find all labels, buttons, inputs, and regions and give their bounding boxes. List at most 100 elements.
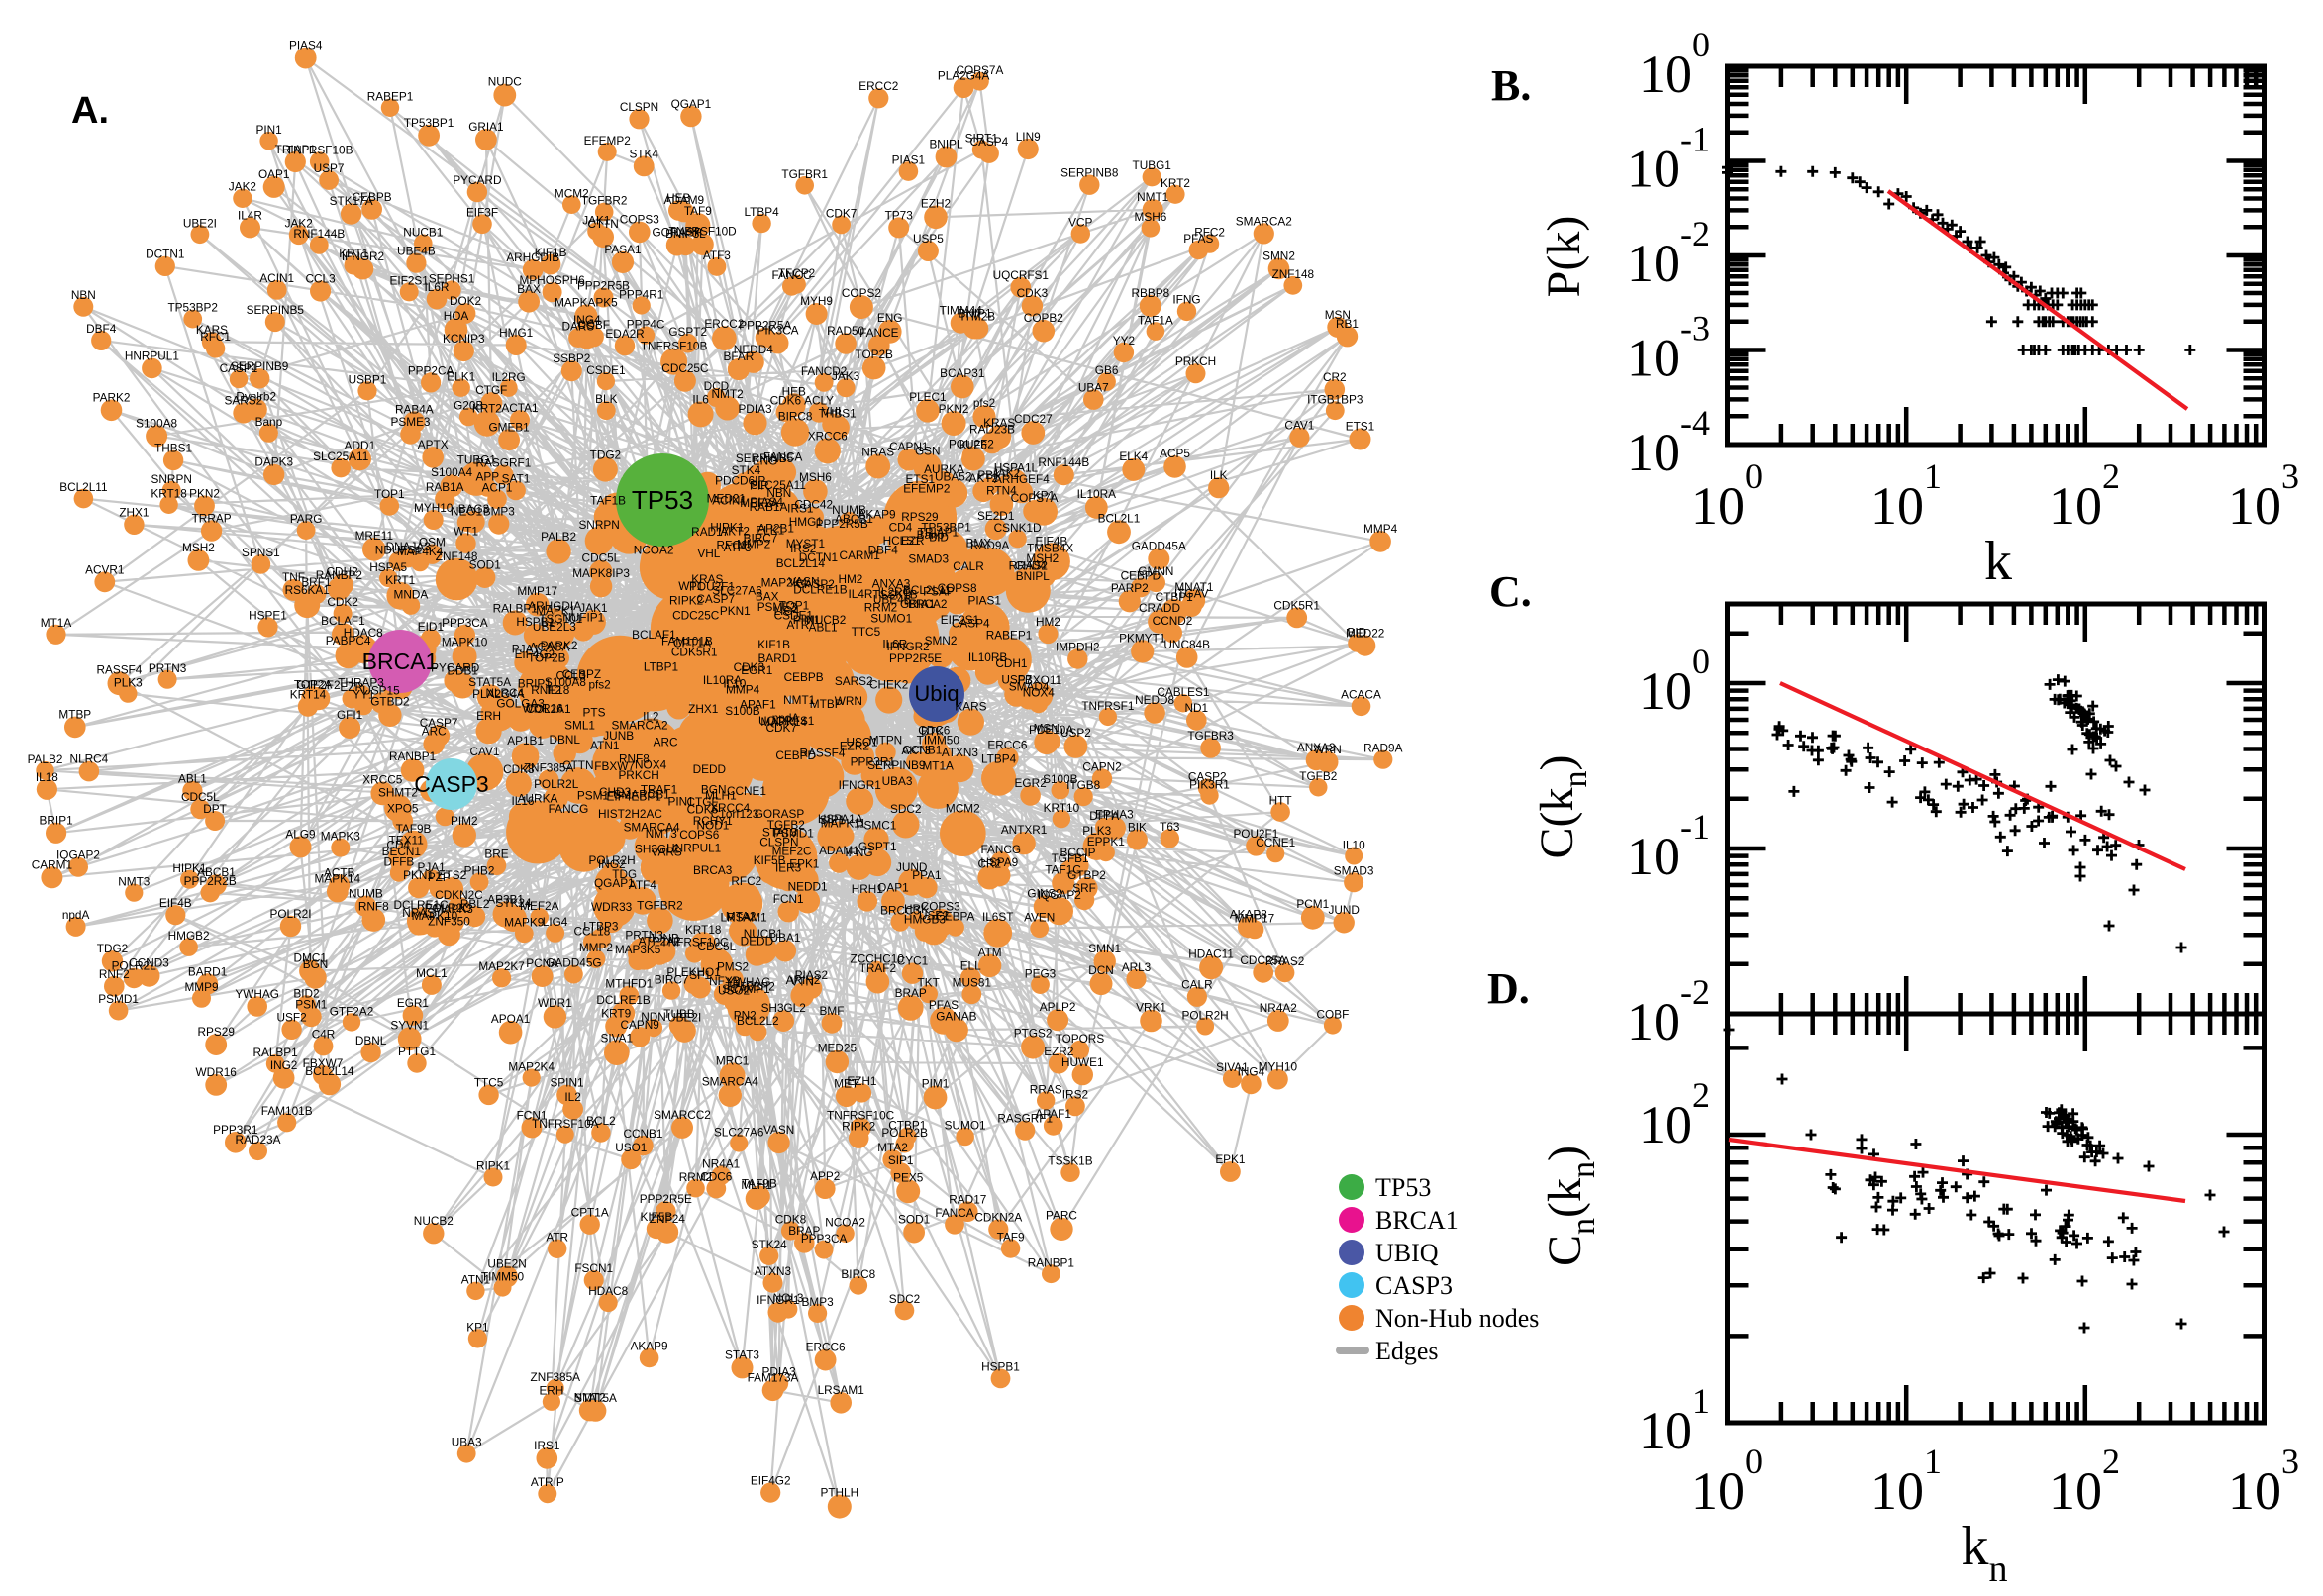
svg-text:NEDD8: NEDD8 (1135, 693, 1174, 707)
svg-text:CASP7: CASP7 (696, 592, 735, 606)
svg-text:HM2: HM2 (1036, 615, 1060, 629)
svg-text:10-3: 10-3 (1627, 309, 1710, 388)
svg-text:IFNGR2: IFNGR2 (886, 640, 929, 653)
svg-text:TP53BP2: TP53BP2 (725, 979, 775, 993)
svg-text:PPP4C: PPP4C (627, 318, 665, 332)
svg-text:MYST1: MYST1 (786, 537, 825, 550)
svg-text:MEF2A: MEF2A (740, 496, 778, 510)
svg-text:TIMM50: TIMM50 (481, 1270, 525, 1284)
svg-text:CCL3: CCL3 (556, 669, 587, 683)
svg-text:NUFIP1: NUFIP1 (562, 611, 604, 625)
svg-text:UBE2N: UBE2N (487, 1257, 526, 1271)
svg-text:NBN: NBN (766, 486, 791, 500)
svg-text:MYH10: MYH10 (414, 501, 454, 515)
svg-text:k: k (1984, 531, 2012, 592)
svg-text:PPP2CA: PPP2CA (408, 363, 454, 377)
svg-text:DMC1: DMC1 (293, 951, 326, 965)
svg-text:PIK3CA: PIK3CA (758, 323, 799, 337)
svg-text:GADD45A: GADD45A (1132, 540, 1186, 553)
svg-text:CASP3: CASP3 (414, 771, 488, 797)
svg-text:ITGAV: ITGAV (1174, 587, 1209, 601)
svg-text:PRKCH: PRKCH (1175, 354, 1216, 368)
svg-text:Banp: Banp (255, 415, 283, 429)
svg-text:MSH2: MSH2 (182, 541, 215, 554)
svg-text:UBE2I: UBE2I (183, 216, 217, 230)
svg-text:UBA52: UBA52 (935, 470, 971, 484)
svg-text:PIK3R1: PIK3R1 (1189, 777, 1230, 791)
svg-text:CEBPB: CEBPB (353, 190, 392, 204)
svg-text:ATF4: ATF4 (629, 878, 656, 892)
svg-text:NOX4: NOX4 (1023, 686, 1056, 700)
svg-text:ZNF148: ZNF148 (436, 549, 478, 563)
svg-text:CDKN2C: CDKN2C (435, 888, 483, 902)
svg-text:NMT1: NMT1 (783, 693, 815, 707)
svg-text:DBNL: DBNL (355, 1034, 387, 1047)
svg-text:SDC2: SDC2 (889, 1292, 920, 1306)
svg-text:NCOA2: NCOA2 (825, 1216, 865, 1230)
svg-text:TP53BP2: TP53BP2 (167, 301, 218, 315)
svg-text:GSN: GSN (915, 444, 941, 457)
svg-text:MAP2K4: MAP2K4 (508, 1060, 555, 1074)
svg-text:FANCG: FANCG (980, 843, 1021, 856)
svg-text:USP7: USP7 (1001, 673, 1032, 687)
svg-text:ENG: ENG (753, 453, 778, 467)
svg-text:PLA2G4A: PLA2G4A (938, 68, 990, 82)
svg-text:SERPINB5: SERPINB5 (247, 303, 305, 317)
svg-text:TAF9: TAF9 (684, 204, 712, 218)
svg-text:HSPB1: HSPB1 (516, 615, 555, 629)
svg-text:MCM2: MCM2 (946, 801, 980, 815)
svg-text:EZH1: EZH1 (847, 1074, 876, 1088)
svg-text:PSMC1: PSMC1 (857, 818, 897, 832)
svg-text:LTBP1: LTBP1 (644, 659, 678, 673)
svg-text:CEBPD: CEBPD (775, 748, 816, 762)
svg-text:WDR33: WDR33 (591, 900, 633, 914)
svg-text:BCL2L11: BCL2L11 (903, 583, 951, 597)
svg-text:THBS1: THBS1 (819, 407, 857, 421)
svg-text:TUBB: TUBB (663, 1007, 695, 1021)
svg-text:CDK5R1: CDK5R1 (671, 645, 718, 658)
svg-text:STAT5A: STAT5A (468, 675, 511, 689)
svg-text:PN2: PN2 (734, 1008, 757, 1022)
svg-text:MRC1: MRC1 (716, 1054, 749, 1068)
svg-text:CHD3: CHD3 (599, 785, 632, 799)
svg-text:APTX: APTX (418, 438, 449, 451)
svg-text:HM2: HM2 (838, 572, 862, 586)
svg-text:UBA1: UBA1 (770, 931, 801, 945)
svg-text:BAG3: BAG3 (458, 502, 490, 516)
svg-text:RNF2: RNF2 (99, 967, 130, 981)
svg-text:SEPHS1: SEPHS1 (429, 272, 475, 286)
svg-text:TGFB2: TGFB2 (767, 818, 805, 832)
svg-text:UBE2I: UBE2I (667, 1011, 701, 1025)
svg-text:TNFRSF10A: TNFRSF10A (532, 1117, 599, 1131)
svg-text:BCL2L14: BCL2L14 (305, 1064, 354, 1078)
svg-text:GTBD2: GTBD2 (370, 695, 409, 709)
svg-text:EIF4EBP1: EIF4EBP1 (607, 789, 661, 803)
svg-text:TRIAP1: TRIAP1 (918, 525, 959, 539)
svg-text:EIF3F: EIF3F (466, 206, 498, 220)
svg-text:RALBP1: RALBP1 (493, 602, 538, 616)
svg-text:P(k): P(k) (1538, 216, 1590, 298)
svg-text:SLC27A6: SLC27A6 (712, 584, 762, 598)
svg-text:BCLAF1: BCLAF1 (321, 614, 365, 628)
svg-text:FCN1: FCN1 (517, 1108, 548, 1122)
svg-text:HTT: HTT (1269, 793, 1292, 807)
svg-text:EZR2: EZR2 (840, 740, 869, 753)
svg-text:EGR2: EGR2 (1015, 776, 1047, 790)
svg-text:KRAS: KRAS (691, 572, 723, 586)
svg-text:SERPINB9: SERPINB9 (231, 359, 288, 373)
svg-text:PIAS4: PIAS4 (289, 39, 323, 52)
svg-text:ERCC6: ERCC6 (987, 738, 1027, 751)
svg-text:BECN1: BECN1 (382, 845, 421, 858)
svg-text:ELL: ELL (960, 958, 981, 972)
svg-text:TNFRSF10D: TNFRSF10D (669, 225, 737, 239)
svg-text:SIP1: SIP1 (888, 1153, 914, 1167)
svg-text:STAT3: STAT3 (762, 826, 797, 840)
svg-text:CCNB1: CCNB1 (902, 744, 942, 757)
svg-text:CDKN2A: CDKN2A (974, 1211, 1022, 1225)
svg-text:SHMT2: SHMT2 (378, 785, 418, 799)
svg-text:BRCA1: BRCA1 (362, 648, 439, 674)
svg-text:CALR: CALR (1181, 978, 1212, 992)
svg-text:IL10: IL10 (723, 677, 746, 691)
svg-text:HIST2H2AC: HIST2H2AC (598, 807, 662, 821)
svg-text:APP: APP (475, 470, 499, 484)
